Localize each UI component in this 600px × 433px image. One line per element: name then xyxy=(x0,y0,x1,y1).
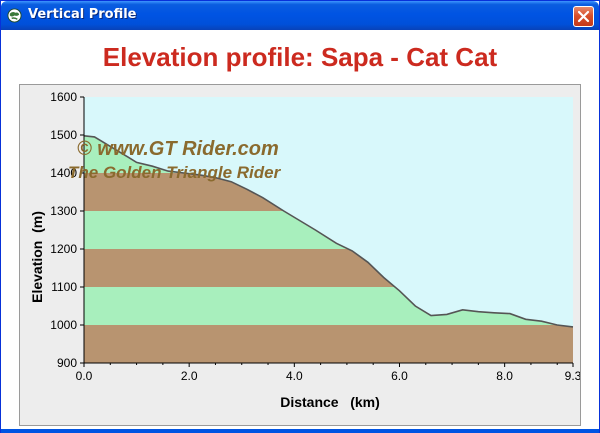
title-bar[interactable]: Vertical Profile xyxy=(1,1,599,30)
y-tick-label: 900 xyxy=(57,356,77,370)
elevation-chart: 900 1000 1100 1200 1300 1400 1500 1600 0.0 2.0 4.0… xyxy=(29,90,580,410)
client-area: Elevation profile: Sapa - Cat Cat 900 100… xyxy=(5,30,595,429)
y-tick-label: 1400 xyxy=(50,166,77,180)
close-button[interactable] xyxy=(573,6,594,27)
x-tick-label: 9.3 xyxy=(565,369,580,383)
elevation-series-line xyxy=(83,135,574,328)
globe-icon xyxy=(7,8,22,23)
tick-labels: 900 1000 1100 1200 1300 1400 1500 1600 0.0 2.0 4.0… xyxy=(50,90,580,383)
y-tick-label: 1100 xyxy=(51,280,77,294)
y-axis-label: Elevation (m) xyxy=(29,211,45,303)
y-tick-label: 1300 xyxy=(50,204,77,218)
plot-frame: 900 1000 1100 1200 1300 1400 1500 1600 0.0 2.0 4.0… xyxy=(19,84,581,426)
close-icon xyxy=(577,10,590,23)
y-tick-label: 1500 xyxy=(50,128,77,142)
elevation-band-900-1000 xyxy=(84,325,573,363)
watermark-line-2: The Golden Triangle Rider xyxy=(68,163,282,182)
chart-title: Elevation profile: Sapa - Cat Cat xyxy=(102,42,498,72)
y-tick-label: 1200 xyxy=(50,242,77,256)
x-tick-label: 4.0 xyxy=(286,369,303,383)
x-tick-label: 2.0 xyxy=(181,369,198,383)
x-tick-label: 8.0 xyxy=(496,369,513,383)
watermark-line-1: © www.GT Rider.com xyxy=(77,138,279,160)
y-tick-label: 1600 xyxy=(50,90,77,104)
x-axis-label: Distance (km) xyxy=(280,394,380,410)
window-title: Vertical Profile xyxy=(28,7,137,22)
y-tick-label: 1000 xyxy=(50,318,77,332)
x-tick-label: 6.0 xyxy=(391,369,408,383)
x-tick-label: 0.0 xyxy=(76,369,93,383)
sky-area xyxy=(84,97,573,327)
axes xyxy=(80,96,574,367)
window-bottom-border xyxy=(1,429,599,433)
